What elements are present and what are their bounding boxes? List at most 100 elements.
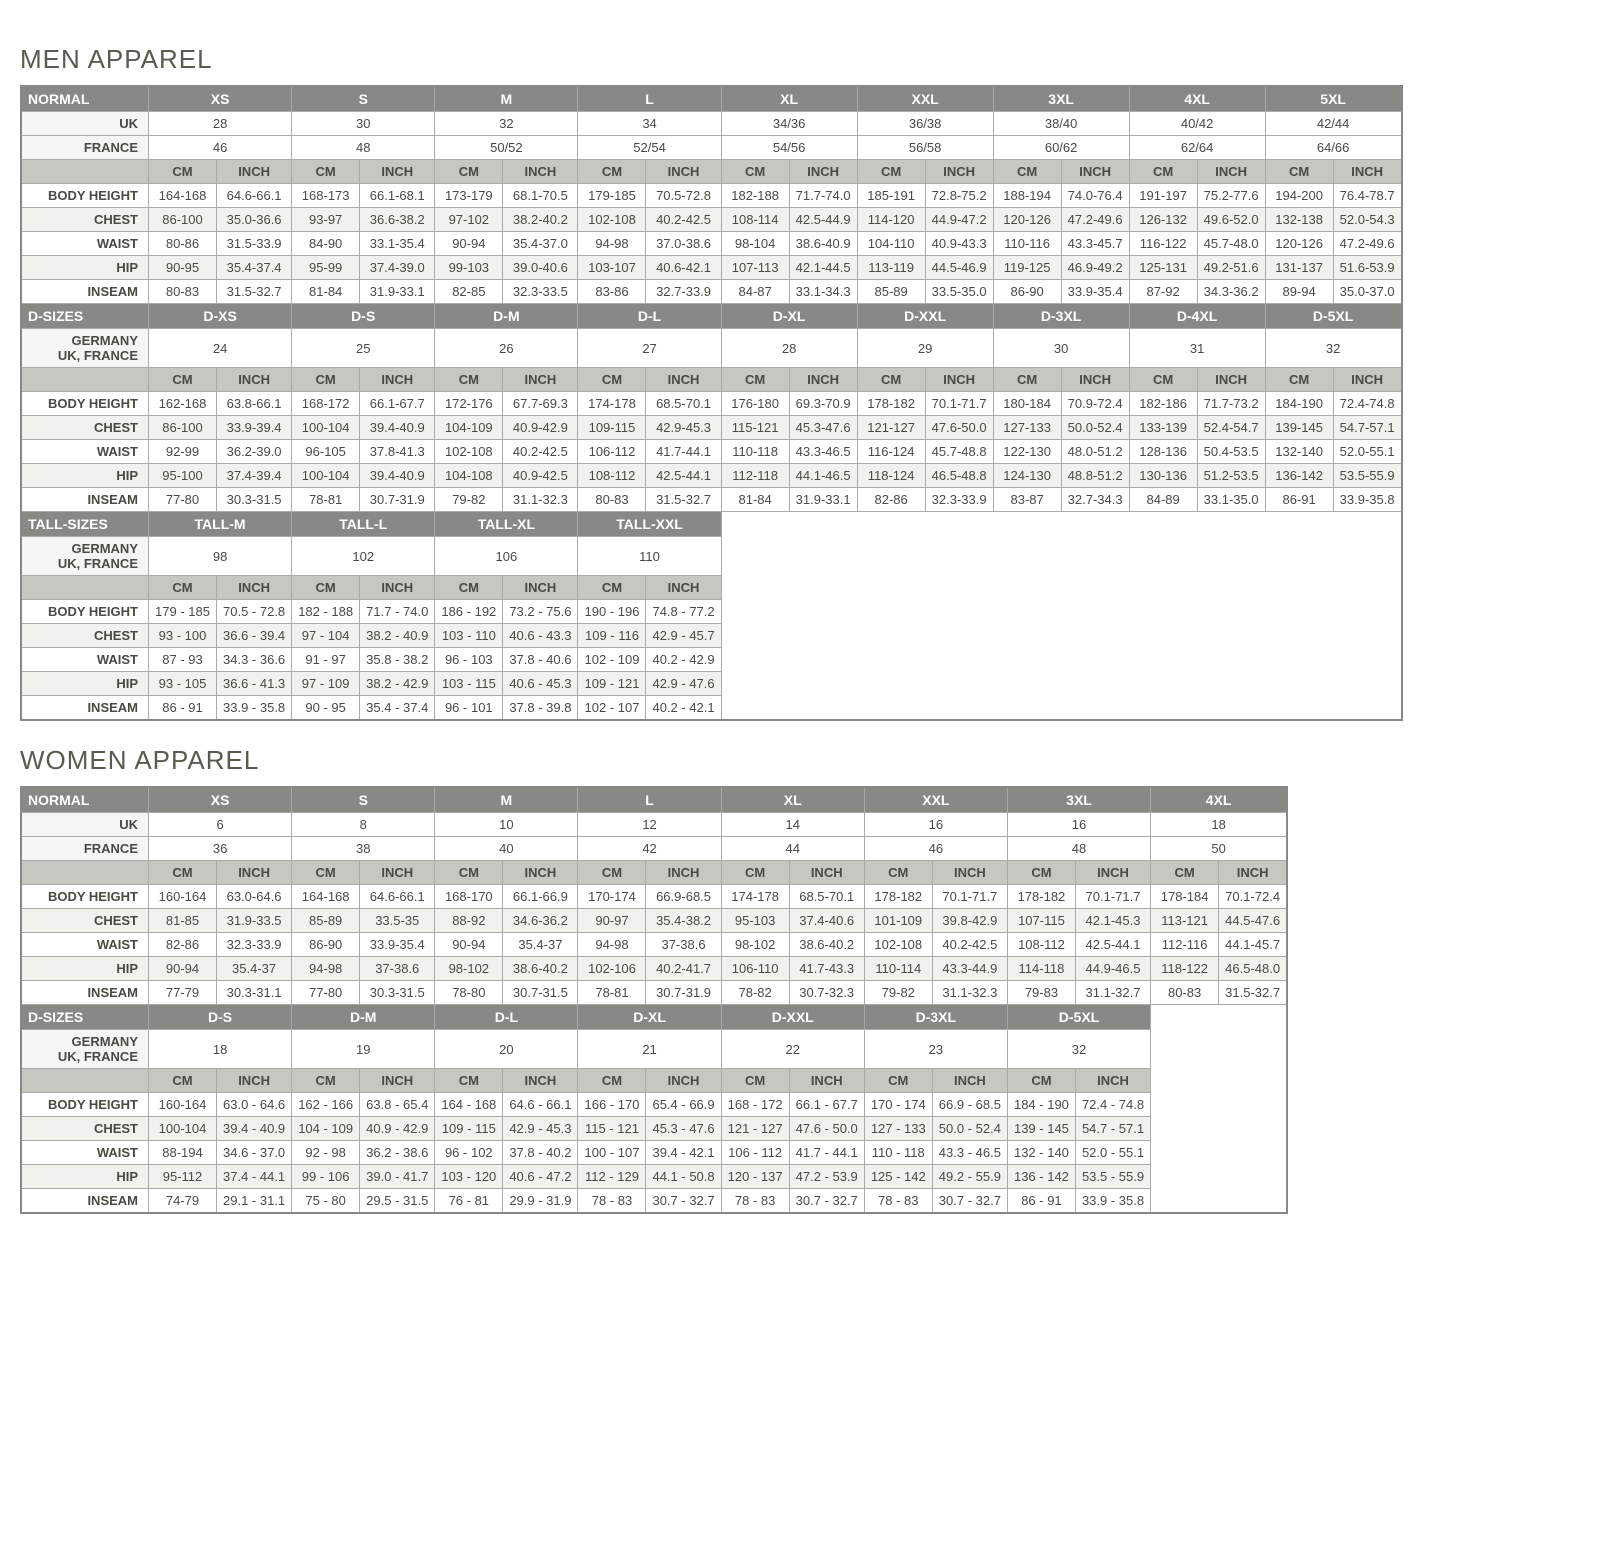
meas-cm: 77-80 bbox=[149, 488, 217, 512]
normal-france-row: FRANCE464850/5252/5454/5656/5860/6262/64… bbox=[21, 136, 1402, 160]
inch-hdr: INCH bbox=[1061, 160, 1129, 184]
meas-cm: 121-127 bbox=[857, 416, 925, 440]
meas-inch: 40.6 - 47.2 bbox=[503, 1165, 578, 1189]
inch-hdr: INCH bbox=[217, 576, 292, 600]
normal-meas-0: BODY HEIGHT160-16463.0-64.6164-16864.6-6… bbox=[21, 885, 1287, 909]
meas-inch: 35.0-36.6 bbox=[217, 208, 292, 232]
meas-inch: 42.5-44.1 bbox=[646, 464, 721, 488]
meas-cm: 80-83 bbox=[1151, 981, 1219, 1005]
meas-inch: 52.0-55.1 bbox=[1333, 440, 1402, 464]
normal-header: NORMALXSSMLXLXXL3XL4XL5XL bbox=[21, 86, 1402, 112]
tall-germany-row: GERMANYUK, FRANCE98102106110 bbox=[21, 537, 1402, 576]
meas-inch: 35.4-37 bbox=[217, 957, 292, 981]
meas-inch: 43.3 - 46.5 bbox=[932, 1141, 1007, 1165]
meas-cm: 103 - 115 bbox=[435, 672, 503, 696]
meas-cm: 164 - 168 bbox=[435, 1093, 503, 1117]
normal-uk-2: 10 bbox=[435, 813, 578, 837]
dsizes-germany-2: 26 bbox=[435, 329, 578, 368]
meas-inch: 44.9-47.2 bbox=[925, 208, 993, 232]
dsizes-germany-3: 27 bbox=[578, 329, 721, 368]
meas-cm: 112-118 bbox=[721, 464, 789, 488]
meas-cm: 184 - 190 bbox=[1007, 1093, 1075, 1117]
meas-inch: 68.5-70.1 bbox=[789, 885, 864, 909]
meas-label: HIP bbox=[21, 464, 149, 488]
normal-uk-5: 16 bbox=[864, 813, 1007, 837]
meas-cm: 95-99 bbox=[292, 256, 360, 280]
meas-cm: 76 - 81 bbox=[435, 1189, 503, 1214]
normal-france-3: 42 bbox=[578, 837, 721, 861]
normal-size-0: XS bbox=[149, 86, 292, 112]
meas-cm: 82-86 bbox=[149, 933, 217, 957]
meas-inch: 41.7-43.3 bbox=[789, 957, 864, 981]
meas-inch: 30.3-31.5 bbox=[217, 488, 292, 512]
meas-cm: 162-168 bbox=[149, 392, 217, 416]
dsizes-size-3: D-XL bbox=[578, 1005, 721, 1030]
normal-size-2: M bbox=[435, 787, 578, 813]
meas-cm: 97 - 109 bbox=[292, 672, 360, 696]
dsizes-meas-0: BODY HEIGHT162-16863.8-66.1168-17266.1-6… bbox=[21, 392, 1402, 416]
meas-inch: 38.6-40.9 bbox=[789, 232, 857, 256]
meas-inch: 40.2-42.5 bbox=[932, 933, 1007, 957]
meas-inch: 38.6-40.2 bbox=[503, 957, 578, 981]
normal-size-5: XXL bbox=[864, 787, 1007, 813]
dsizes-germany-1: 25 bbox=[292, 329, 435, 368]
normal-size-8: 5XL bbox=[1265, 86, 1402, 112]
meas-inch: 31.9-33.5 bbox=[217, 909, 292, 933]
inch-hdr: INCH bbox=[360, 1069, 435, 1093]
inch-hdr: INCH bbox=[925, 160, 993, 184]
inch-hdr: INCH bbox=[503, 1069, 578, 1093]
meas-cm: 179 - 185 bbox=[149, 600, 217, 624]
meas-inch: 54.7-57.1 bbox=[1333, 416, 1402, 440]
normal-size-7: 4XL bbox=[1129, 86, 1265, 112]
normal-uk-8: 42/44 bbox=[1265, 112, 1402, 136]
meas-cm: 100 - 107 bbox=[578, 1141, 646, 1165]
meas-inch: 36.2-39.0 bbox=[217, 440, 292, 464]
meas-inch: 32.7-34.3 bbox=[1061, 488, 1129, 512]
meas-cm: 170 - 174 bbox=[864, 1093, 932, 1117]
cm-hdr: CM bbox=[857, 160, 925, 184]
meas-cm: 110-116 bbox=[993, 232, 1061, 256]
meas-cm: 102-108 bbox=[864, 933, 932, 957]
meas-inch: 40.2 - 42.1 bbox=[646, 696, 721, 721]
meas-inch: 49.6-52.0 bbox=[1197, 208, 1265, 232]
normal-unit-row: CMINCHCMINCHCMINCHCMINCHCMINCHCMINCHCMIN… bbox=[21, 861, 1287, 885]
meas-inch: 30.7-31.5 bbox=[503, 981, 578, 1005]
inch-hdr: INCH bbox=[932, 861, 1007, 885]
normal-france-8: 64/66 bbox=[1265, 136, 1402, 160]
normal-uk-6: 38/40 bbox=[993, 112, 1129, 136]
meas-inch: 70.1-71.7 bbox=[1075, 885, 1150, 909]
meas-cm: 99-103 bbox=[435, 256, 503, 280]
meas-cm: 186 - 192 bbox=[435, 600, 503, 624]
meas-inch: 51.6-53.9 bbox=[1333, 256, 1402, 280]
meas-inch: 31.1-32.7 bbox=[1075, 981, 1150, 1005]
meas-inch: 48.0-51.2 bbox=[1061, 440, 1129, 464]
meas-cm: 103-107 bbox=[578, 256, 646, 280]
meas-inch: 50.0 - 52.4 bbox=[932, 1117, 1007, 1141]
meas-inch: 42.5-44.9 bbox=[789, 208, 857, 232]
cm-hdr: CM bbox=[857, 368, 925, 392]
normal-meas-0: BODY HEIGHT164-16864.6-66.1168-17366.1-6… bbox=[21, 184, 1402, 208]
normal-label: NORMAL bbox=[21, 86, 149, 112]
meas-inch: 35.4-37 bbox=[503, 933, 578, 957]
meas-inch: 39.4 - 42.1 bbox=[646, 1141, 721, 1165]
meas-inch: 40.9-42.9 bbox=[503, 416, 578, 440]
tall-meas-0: BODY HEIGHT179 - 18570.5 - 72.8182 - 188… bbox=[21, 600, 1402, 624]
meas-cm: 83-86 bbox=[578, 280, 646, 304]
normal-uk-7: 18 bbox=[1151, 813, 1288, 837]
meas-inch: 45.7-48.0 bbox=[1197, 232, 1265, 256]
tall-meas-3: HIP93 - 10536.6 - 41.397 - 10938.2 - 42.… bbox=[21, 672, 1402, 696]
meas-inch: 29.1 - 31.1 bbox=[217, 1189, 292, 1214]
cm-hdr: CM bbox=[149, 368, 217, 392]
meas-cm: 162 - 166 bbox=[292, 1093, 360, 1117]
meas-inch: 44.5-47.6 bbox=[1219, 909, 1288, 933]
meas-inch: 74.8 - 77.2 bbox=[646, 600, 721, 624]
normal-meas-2: WAIST80-8631.5-33.984-9033.1-35.490-9435… bbox=[21, 232, 1402, 256]
meas-inch: 35.4-37.4 bbox=[217, 256, 292, 280]
meas-label: HIP bbox=[21, 957, 149, 981]
meas-cm: 164-168 bbox=[292, 885, 360, 909]
dsizes-header: D-SIZESD-SD-MD-LD-XLD-XXLD-3XLD-5XL bbox=[21, 1005, 1287, 1030]
meas-label: CHEST bbox=[21, 909, 149, 933]
meas-cm: 106-112 bbox=[578, 440, 646, 464]
meas-inch: 35.0-37.0 bbox=[1333, 280, 1402, 304]
cm-hdr: CM bbox=[1129, 160, 1197, 184]
